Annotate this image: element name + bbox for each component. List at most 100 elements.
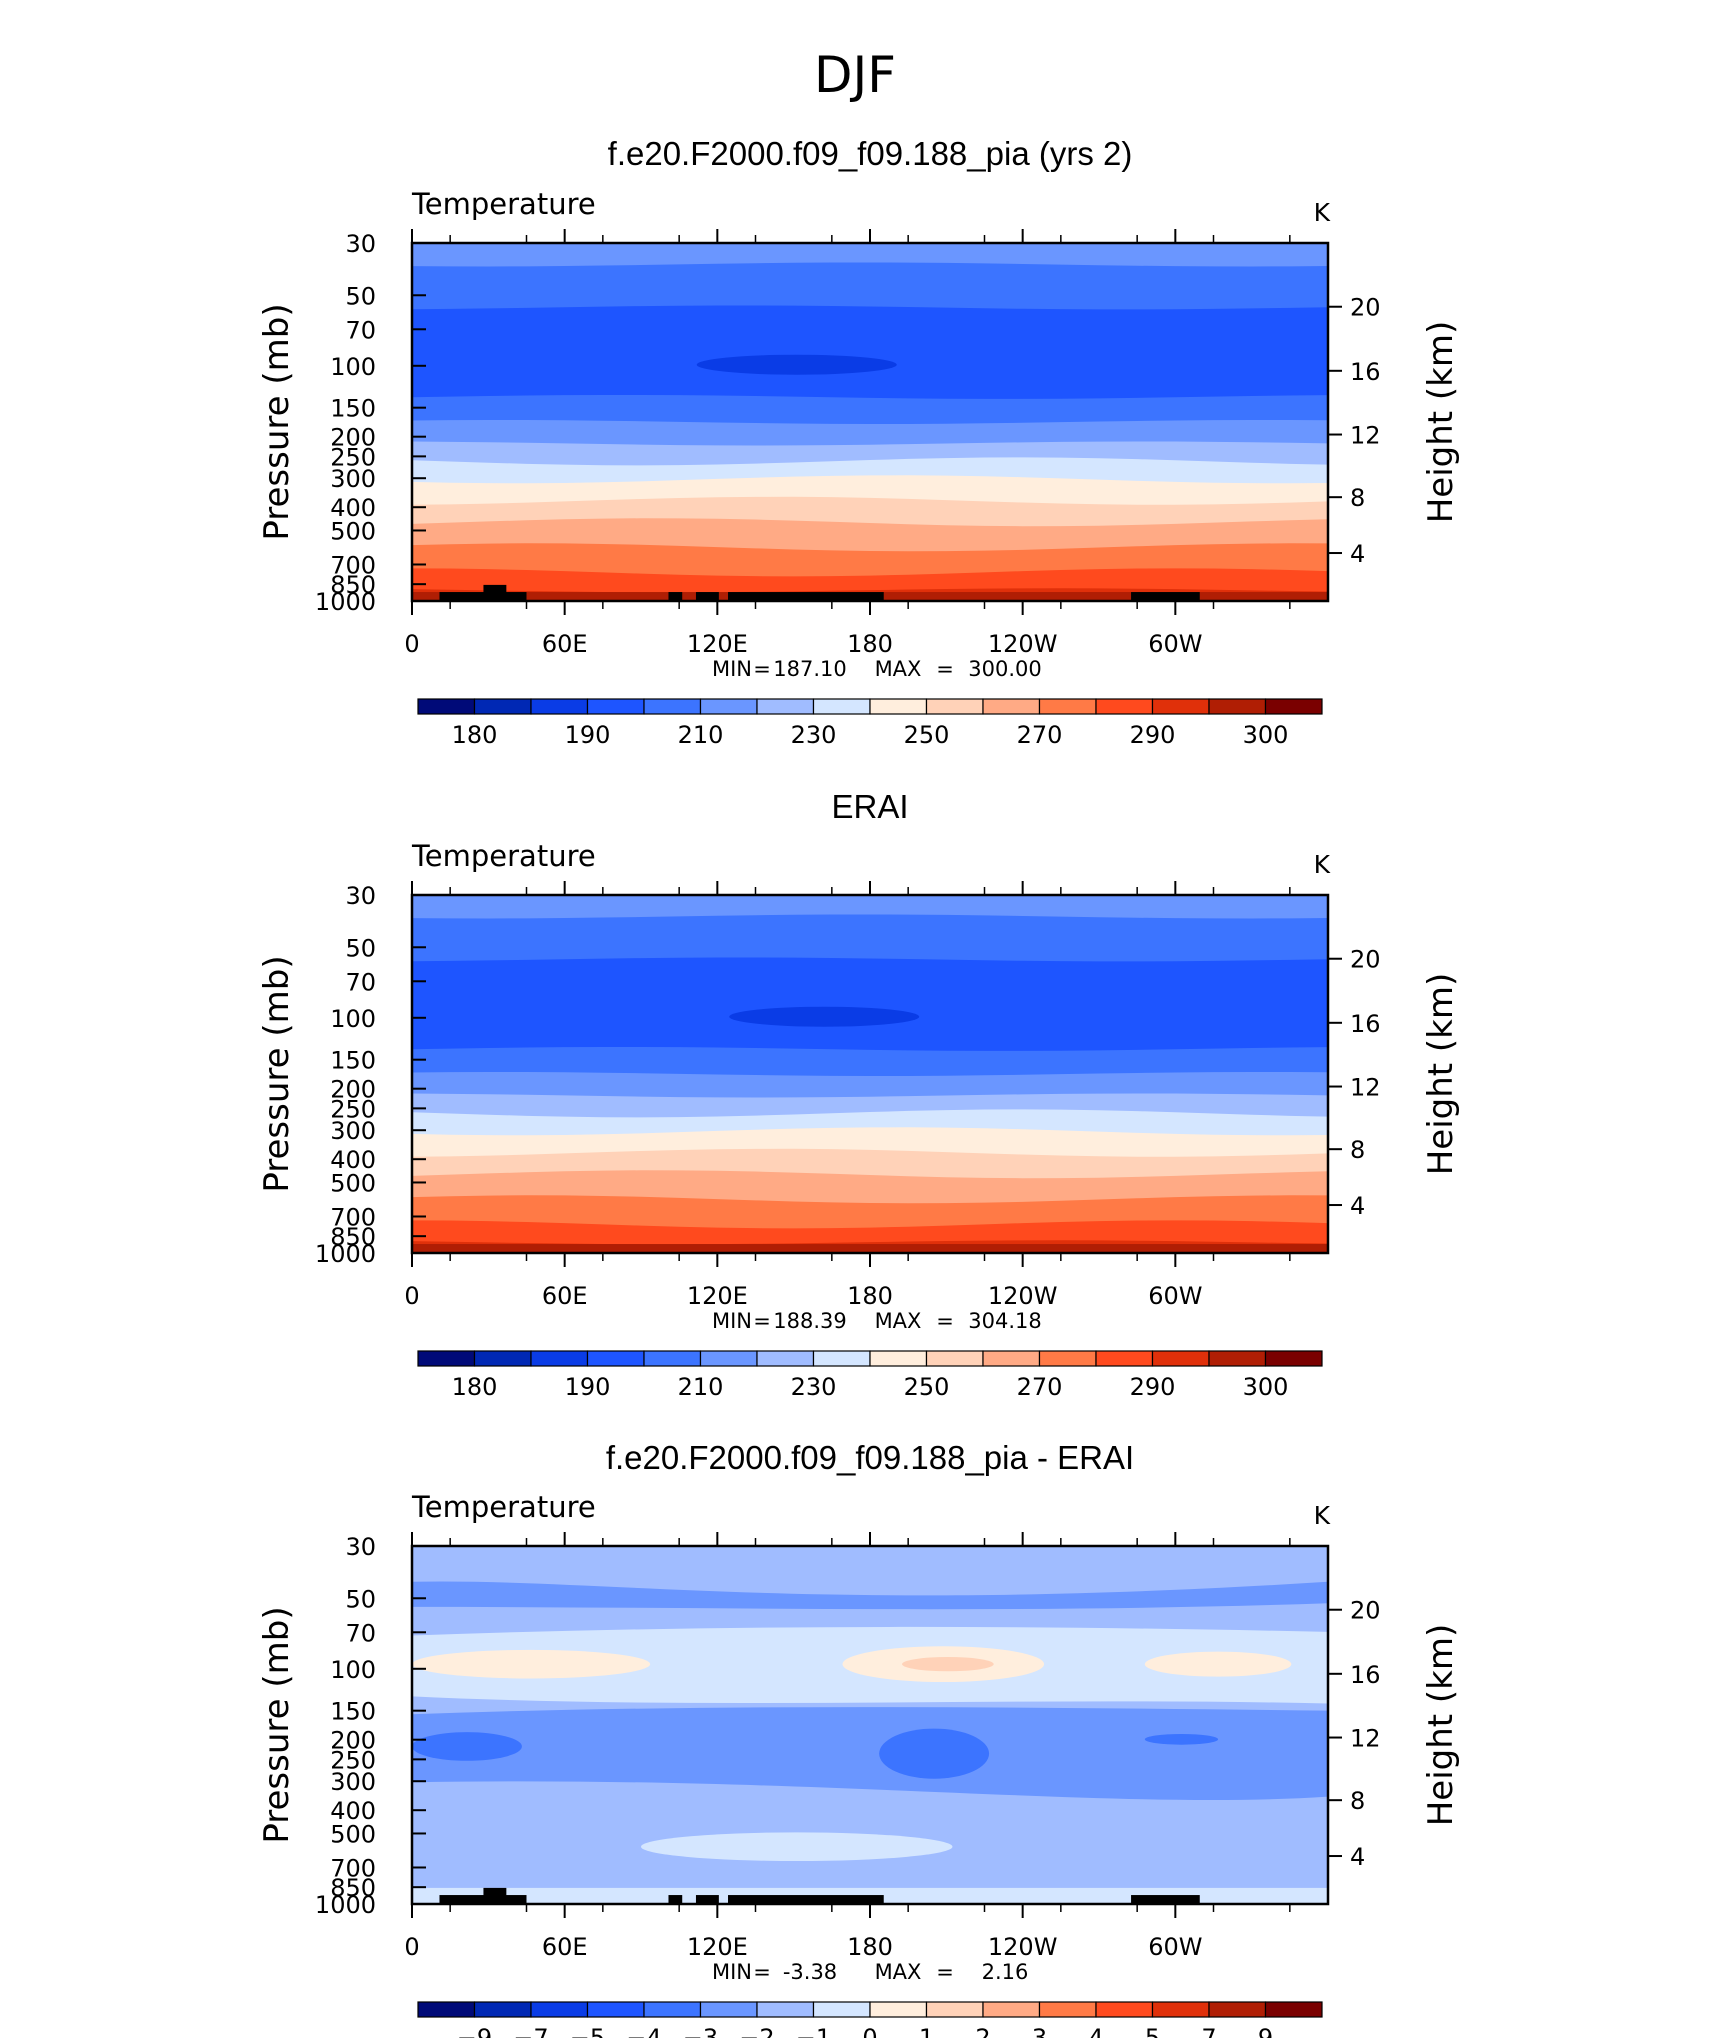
negative-anomaly [1144, 1733, 1219, 1745]
colorbar-swatch [417, 1350, 476, 1367]
colorbar-label: 4 [1088, 2024, 1103, 2038]
min-label: MIN [712, 1960, 752, 1984]
cold-core [696, 354, 897, 375]
colorbar-swatch [1151, 698, 1210, 715]
y-right-tick-label: 8 [1350, 1136, 1365, 1164]
panel-subtitle: Temperature [411, 1490, 596, 1524]
colorbar-swatch [530, 698, 589, 715]
colorbar-label: 270 [1017, 1373, 1063, 1401]
x-tick-label: 0 [404, 1282, 419, 1310]
y-tick-label: 400 [330, 1146, 376, 1174]
x-tick-label: 0 [404, 630, 419, 658]
colorbar-swatch [1264, 698, 1323, 715]
colorbar-label: 1 [919, 2024, 934, 2038]
y-axis-title: Pressure (mb) [257, 1606, 297, 1843]
cold-core [729, 1006, 920, 1027]
x-tick-label: 120W [988, 1282, 1058, 1310]
min-label: MIN [712, 1309, 752, 1333]
contour-band [412, 1127, 1328, 1159]
colorbar-swatch [586, 1350, 645, 1367]
x-tick-label: 60W [1148, 1933, 1202, 1961]
positive-anomaly [902, 1656, 994, 1672]
max-equals: = [936, 1309, 954, 1333]
colorbar-label: 9 [1258, 2024, 1273, 2038]
units-label: K [1314, 850, 1331, 879]
colorbar-swatch [473, 2001, 532, 2018]
contour-band [412, 394, 1328, 428]
min-value: 188.39 [773, 1309, 846, 1333]
colorbar-swatch [1095, 1350, 1154, 1367]
y-right-tick-label: 16 [1350, 358, 1381, 386]
colorbar-swatch [1038, 698, 1097, 715]
colorbar-swatch [699, 2001, 758, 2018]
colorbar-label: 5 [1145, 2024, 1160, 2038]
colorbar-swatch [982, 698, 1041, 715]
y-right-tick-label: 20 [1350, 1597, 1381, 1625]
colorbar-label: 2 [975, 2024, 990, 2038]
y-tick-label: 50 [345, 282, 376, 310]
min-equals: = [753, 1309, 771, 1333]
contour-band [412, 475, 1328, 507]
y-tick-label: 100 [330, 1656, 376, 1684]
max-label: MAX [875, 657, 922, 681]
colorbar-swatch [812, 2001, 871, 2018]
panel-title: f.e20.F2000.f09_f09.188_pia (yrs 2) [608, 135, 1133, 172]
colorbar-label: 290 [1130, 1373, 1176, 1401]
positive-anomaly [1144, 1651, 1292, 1677]
negative-anomaly [879, 1728, 990, 1779]
y-right-tick-label: 4 [1350, 1843, 1365, 1871]
y-tick-label: 1000 [315, 1891, 376, 1919]
colorbar-swatch [925, 698, 984, 715]
y-tick-label: 150 [330, 395, 376, 423]
max-value: 300.00 [968, 657, 1041, 681]
y-tick-label: 850 [330, 571, 376, 599]
colorbar-swatch [473, 698, 532, 715]
topography [728, 1895, 884, 1904]
y-right-tick-label: 4 [1350, 1192, 1365, 1220]
y-right-tick-label: 12 [1350, 1725, 1381, 1753]
colorbar-label: −9 [457, 2024, 492, 2038]
colorbar-swatch [530, 1350, 589, 1367]
y-right-axis-title: Height (km) [1421, 973, 1461, 1176]
colorbar-swatch [756, 2001, 815, 2018]
colorbar-label: 3 [1032, 2024, 1047, 2038]
min-label: MIN [712, 657, 752, 681]
units-label: K [1314, 198, 1331, 227]
colorbar-label: −5 [570, 2024, 605, 2038]
colorbar-swatch [417, 698, 476, 715]
contour-band [641, 1832, 953, 1862]
y-tick-label: 70 [345, 1619, 376, 1647]
y-tick-label: 200 [330, 1076, 376, 1104]
colorbar-label: 250 [904, 721, 950, 749]
contour-band [412, 305, 1328, 403]
max-equals: = [936, 657, 954, 681]
min-equals: = [753, 1960, 771, 1984]
panel-model: f.e20.F2000.f09_f09.188_pia (yrs 2) Tempe… [257, 135, 1461, 749]
colorbar-swatch [699, 698, 758, 715]
contour-band [412, 457, 1328, 486]
colorbar-label: 180 [452, 721, 498, 749]
panel-title: f.e20.F2000.f09_f09.188_pia - ERAI [606, 1439, 1134, 1476]
y-tick-label: 300 [330, 465, 376, 493]
colorbar-swatch [1151, 2001, 1210, 2018]
panel-subtitle: Temperature [411, 839, 596, 873]
colorbar-label: 180 [452, 1373, 498, 1401]
colorbar-swatch [1264, 2001, 1323, 2018]
colorbar-label: 290 [1130, 721, 1176, 749]
topography [483, 1887, 507, 1904]
panel-subtitle: Temperature [411, 187, 596, 221]
colorbar-swatch [925, 1350, 984, 1367]
colorbar-swatch [1038, 1350, 1097, 1367]
y-tick-label: 30 [345, 1533, 376, 1561]
colorbar-label: 190 [565, 1373, 611, 1401]
contour-band [412, 518, 1328, 554]
panel-difference: f.e20.F2000.f09_f09.188_pia - ERAI Temper… [257, 1439, 1461, 2038]
contour-band [412, 243, 1328, 271]
min-value: -3.38 [783, 1960, 837, 1984]
y-right-axis-title: Height (km) [1421, 321, 1461, 524]
max-label: MAX [875, 1309, 922, 1333]
colorbar-swatch [812, 1350, 871, 1367]
y-tick-label: 400 [330, 494, 376, 522]
